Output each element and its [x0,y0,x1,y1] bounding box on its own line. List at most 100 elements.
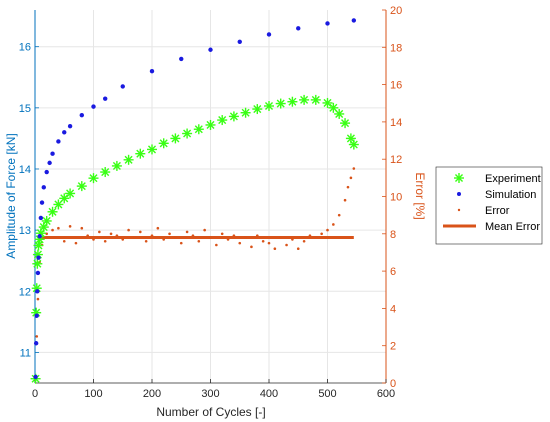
legend-item-experiment: Experiment [454,173,541,185]
error-point [343,198,347,202]
simulation-point [41,185,46,190]
experiment-point [135,148,146,159]
tick-labels: 0 100 200 300 400 500 600 11 12 13 14 15 16 0 2 4 6 8 10 12… [19,5,403,400]
error-point [156,226,160,230]
experiment-point [41,215,52,226]
y-left-tick-label: 12 [19,286,31,298]
y-right-tick-label: 10 [390,192,402,204]
error-point [57,226,60,230]
simulation-point [37,234,42,239]
experiment-point [47,206,58,217]
experiment-point [53,199,64,210]
experiment-point [76,181,87,192]
error-point [296,247,300,251]
y-right-tick-label: 8 [390,229,396,241]
experiment-point [147,144,157,155]
simulation-point [62,130,67,135]
experiment-point [32,258,43,269]
error-point [291,238,294,241]
error-point [244,236,247,239]
experiment-point [33,240,44,251]
error-point [250,245,253,249]
simulation-point [79,112,85,118]
x-axis-label: Number of Cycles [-] [156,405,265,419]
error-point [255,234,259,237]
simulation-point [44,169,49,175]
legend-label-simulation: Simulation [485,189,536,201]
simulation-point [35,289,40,294]
experiment-point [34,234,45,245]
error-point [121,238,125,241]
error-point [74,241,78,245]
legend-label-mean-error: Mean Error [485,221,540,233]
x-tick-label: 500 [318,388,336,400]
error-point [314,236,318,239]
error-point [174,236,177,239]
simulation-point [208,47,213,52]
error-point [273,247,277,251]
error-point [162,238,165,241]
x-tick-label: 600 [377,388,395,400]
error-point [179,241,183,245]
error-point [86,234,89,237]
legend-label-experiment: Experiment [485,173,541,185]
y-right-tick-label: 18 [390,42,402,54]
x-tick-label: 300 [201,388,219,400]
simulation-point [103,96,108,101]
simulation-point [56,139,61,144]
y-right-tick-label: 6 [390,266,396,278]
marks [30,18,359,384]
error-point [92,238,95,241]
experiment-point [158,138,169,149]
experiment-point [193,124,204,135]
error-point [98,230,101,234]
legend-marker-simulation [457,192,461,196]
simulation-point [34,313,39,318]
legend-asterisk [454,173,464,183]
simulation-point [38,215,44,221]
simulation-point [266,32,272,37]
error-point [68,225,72,228]
error-point [42,236,46,239]
experiment-point [348,139,359,150]
x-tick-label: 0 [32,388,38,400]
simulation-point [237,39,242,44]
x-tick-label: 100 [84,388,102,400]
experiment-point [100,167,111,178]
error-point [203,228,206,232]
experiment-point [240,107,251,118]
y-left-tick-label: 15 [19,103,31,115]
error-point [308,234,312,237]
experiment-point [334,108,345,119]
error-point [352,167,356,170]
error-point [332,223,335,226]
error-point [215,243,218,247]
y-right-tick-label: 16 [390,80,402,92]
error-point [326,228,329,232]
legend: Experiment Simulation Error Mean Error [435,166,543,245]
error-point [103,239,107,243]
experiment-point [340,118,351,129]
simulation-point [325,21,330,26]
error-point [168,232,171,236]
experiment-point [88,173,99,184]
error-point [267,241,271,245]
simulation-point [47,160,52,166]
y-right-tick-label: 20 [390,5,402,17]
y-right-tick-label: 4 [390,303,396,315]
error-point [285,243,288,247]
simulation-point [50,151,55,156]
experiment-point [123,154,134,165]
error-point [62,239,66,243]
simulation-point [149,68,155,74]
error-point [150,234,154,237]
y-right-tick-label: 14 [390,117,402,129]
legend-item-simulation: Simulation [457,189,536,201]
simulation-point [296,26,301,31]
error-point [232,234,236,237]
y-left-tick-label: 13 [19,225,31,237]
simulation-point [351,18,357,23]
simulation-point [67,123,73,129]
experiment-point [228,111,239,122]
